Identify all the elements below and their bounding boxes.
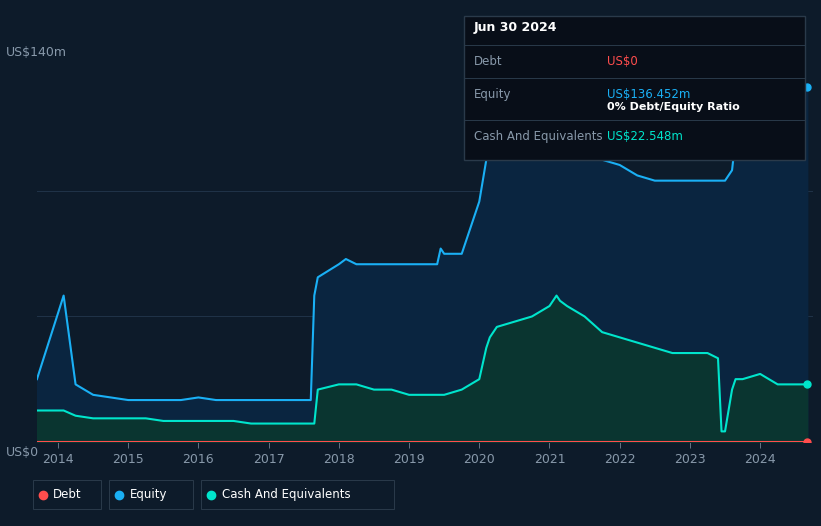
Text: Cash And Equivalents: Cash And Equivalents <box>222 488 351 501</box>
Text: US$136.452m: US$136.452m <box>607 88 690 102</box>
Text: Cash And Equivalents: Cash And Equivalents <box>474 130 603 144</box>
Text: US$0: US$0 <box>6 446 39 459</box>
Text: 0% Debt/Equity Ratio: 0% Debt/Equity Ratio <box>607 102 740 112</box>
Text: Debt: Debt <box>474 55 502 68</box>
Text: US$22.548m: US$22.548m <box>607 130 683 144</box>
Text: Jun 30 2024: Jun 30 2024 <box>474 21 557 34</box>
Text: Equity: Equity <box>130 488 167 501</box>
Text: Debt: Debt <box>53 488 82 501</box>
Text: US$140m: US$140m <box>6 46 67 59</box>
Text: US$0: US$0 <box>607 55 638 68</box>
Text: Equity: Equity <box>474 88 511 102</box>
